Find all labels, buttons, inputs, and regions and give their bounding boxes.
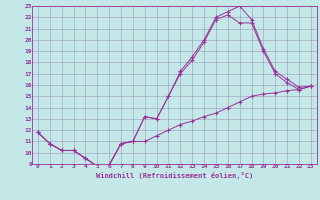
X-axis label: Windchill (Refroidissement éolien,°C): Windchill (Refroidissement éolien,°C) xyxy=(96,172,253,179)
